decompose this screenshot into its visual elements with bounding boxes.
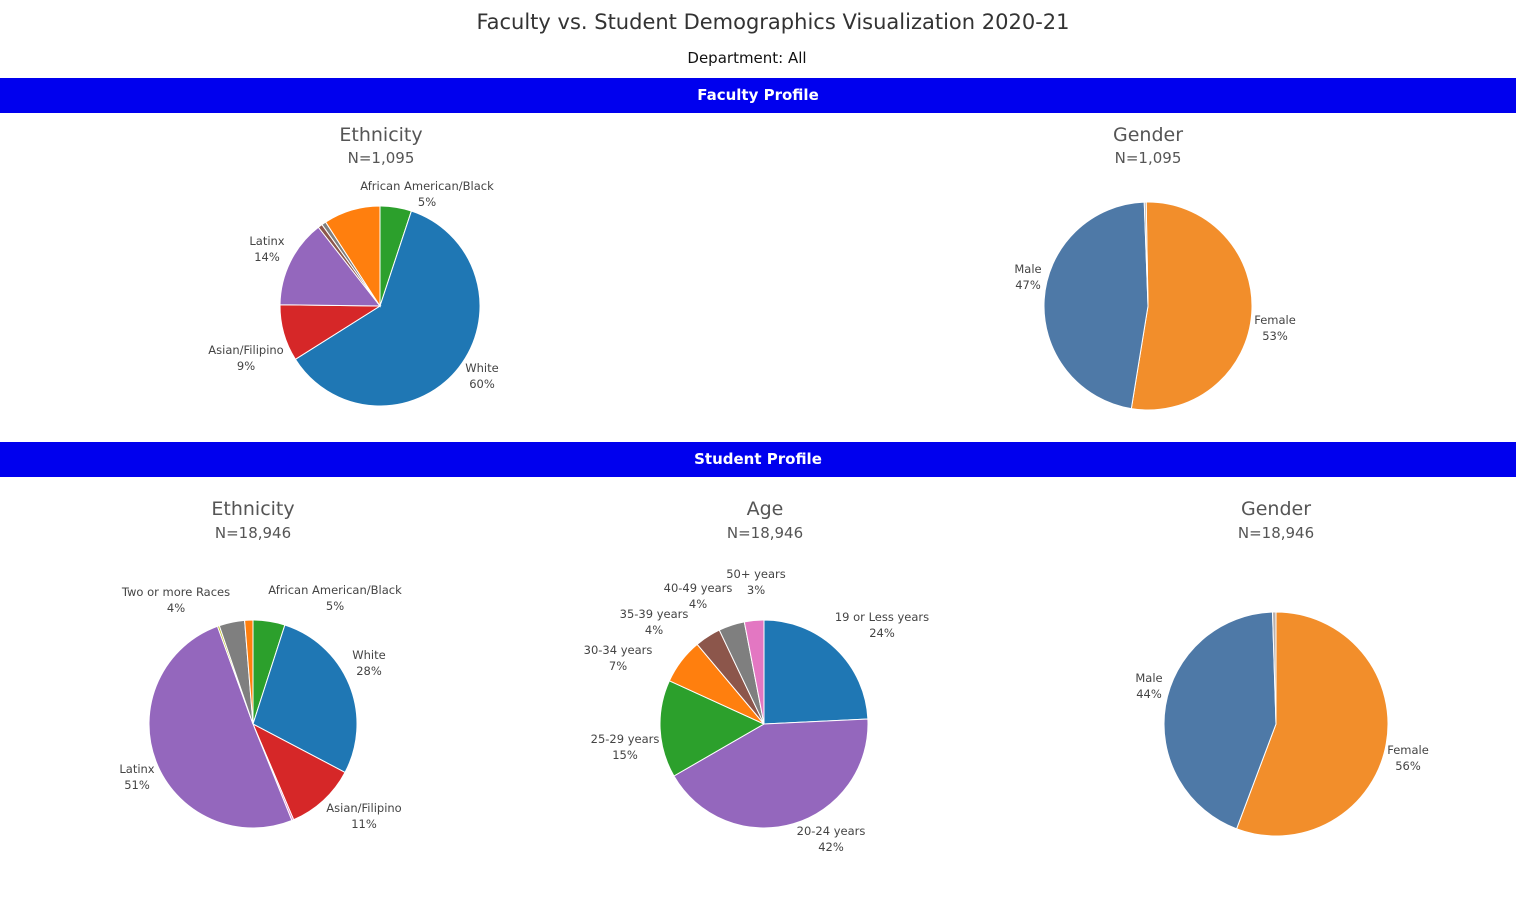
student-profile-header: Student Profile: [0, 442, 1516, 477]
student-gender-title: Gender: [1240, 498, 1312, 520]
faculty-ethnicity-slice-white[interactable]: [294, 210, 481, 407]
student-age-count: N=18,946: [726, 524, 804, 542]
student-ethnicity-label-african-american-black: African American/Black 5%: [268, 583, 402, 613]
student-gender-slice-male[interactable]: [1163, 611, 1277, 830]
faculty-ethnicity-title: Ethnicity: [339, 124, 423, 146]
faculty-ethnicity-count: N=1,095: [347, 149, 415, 167]
student-gender-count: N=18,946: [1237, 524, 1315, 542]
student-ethnicity-slice-latinx[interactable]: [148, 625, 293, 829]
student-ethnicity-slice-other-7[interactable]: [244, 619, 254, 725]
student-age-slice-25-29-years[interactable]: [659, 680, 766, 777]
faculty-gender-label-male: Male 47%: [1014, 262, 1041, 292]
faculty-ethnicity-label-african-american-black: African American/Black 5%: [360, 179, 494, 209]
faculty-profile-header: Faculty Profile: [0, 78, 1516, 113]
student-ethnicity-slice-asian-filipino[interactable]: [251, 722, 346, 821]
student-gender-label-female: Female 56%: [1387, 743, 1429, 773]
faculty-ethnicity-label-latinx: Latinx 14%: [249, 234, 284, 264]
student-age-slice-19-or-less-years[interactable]: [763, 619, 869, 725]
student-ethnicity-label-asian-filipino: Asian/Filipino 11%: [326, 801, 401, 831]
student-age-label-19-or-less-years: 19 or Less years 24%: [835, 610, 929, 640]
faculty-ethnicity-slice-latinx[interactable]: [279, 226, 382, 307]
faculty-ethnicity-label-asian-filipino: Asian/Filipino 9%: [208, 343, 283, 373]
student-age-title: Age: [746, 498, 784, 520]
student-age-slice-50-years[interactable]: [743, 619, 765, 725]
student-gender-slice-other-2[interactable]: [1271, 611, 1277, 725]
faculty-gender-label-female: Female 53%: [1254, 313, 1296, 343]
student-ethnicity-label-two-or-more-races: Two or more Races 4%: [121, 585, 230, 615]
faculty-ethnicity-slice-other-6[interactable]: [324, 205, 381, 308]
student-age-slice-20-24-years[interactable]: [673, 718, 869, 829]
student-gender-slice-female[interactable]: [1235, 611, 1389, 837]
student-age-label-50-years: 50+ years 3%: [726, 567, 786, 597]
faculty-gender-slice-male[interactable]: [1043, 201, 1149, 410]
student-gender-label-male: Male 44%: [1135, 671, 1162, 701]
page-title: Faculty vs. Student Demographics Visuali…: [476, 10, 1070, 34]
student-age-label-25-29-years: 25-29 years 15%: [591, 732, 660, 762]
student-age-label-20-24-years: 20-24 years 42%: [797, 824, 866, 854]
faculty-gender-slice-female[interactable]: [1130, 201, 1253, 411]
student-ethnicity-label-latinx: Latinx 51%: [119, 762, 154, 792]
student-ethnicity-slice-white[interactable]: [252, 624, 358, 774]
student-age-label-35-39-years: 35-39 years 4%: [620, 607, 689, 637]
department-filter[interactable]: Department: All: [687, 49, 807, 67]
student-ethnicity-count: N=18,946: [214, 524, 292, 542]
student-ethnicity-label-white: White 28%: [352, 648, 385, 678]
student-age-label-30-34-years: 30-34 years 7%: [584, 643, 653, 673]
faculty-gender-slice-other-2[interactable]: [1143, 201, 1149, 307]
faculty-gender-count: N=1,095: [1114, 149, 1182, 167]
student-ethnicity-title: Ethnicity: [211, 498, 295, 520]
student-age-label-40-49-years: 40-49 years 4%: [664, 581, 733, 611]
faculty-gender-title: Gender: [1112, 124, 1184, 146]
faculty-ethnicity-label-white: White 60%: [465, 361, 498, 391]
